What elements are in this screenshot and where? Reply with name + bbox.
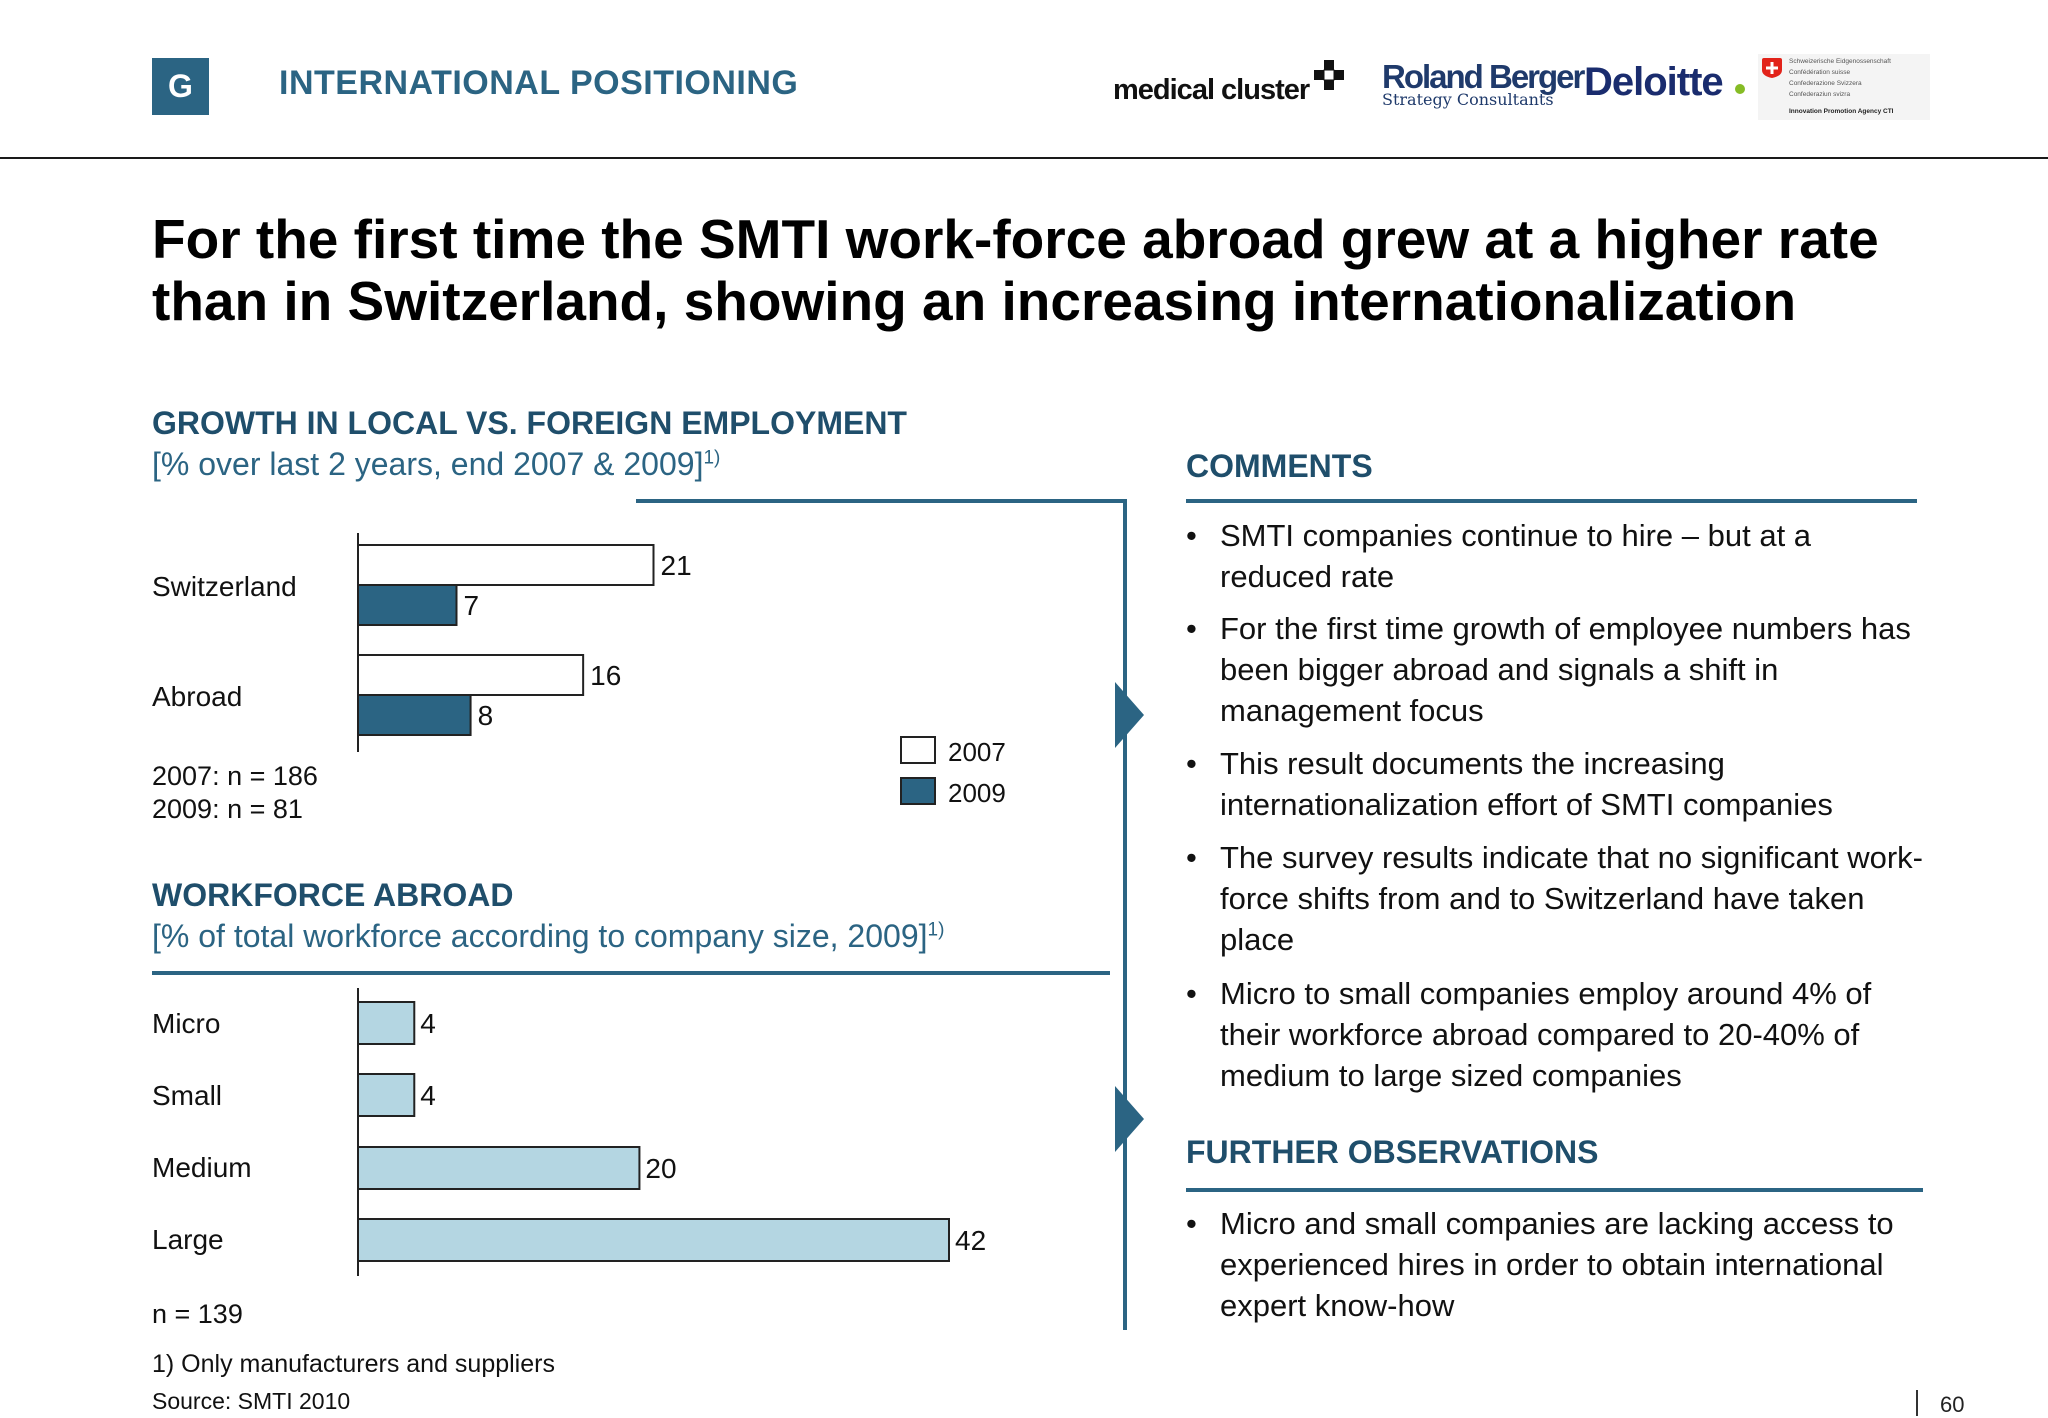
arrow-right-icon: [1115, 1086, 1144, 1152]
legend-swatch-2007: [900, 736, 936, 764]
swiss-cross-icon: [1762, 58, 1782, 78]
further-observations-rule: [1186, 1188, 1923, 1192]
chart1-bar: [357, 694, 472, 736]
chart1-bar: [357, 544, 655, 586]
chart1-data-label: 21: [661, 550, 692, 581]
page-title: For the first time the SMTI work-force a…: [152, 208, 1879, 332]
chart1-data-label: 8: [478, 700, 494, 731]
chart2-subtitle-text: [% of total workforce according to compa…: [152, 918, 928, 954]
chart1-subtitle: [% over last 2 years, end 2007 & 2009]1): [152, 446, 720, 483]
legend-label: 2007: [948, 737, 1006, 767]
comment-bullet: Micro to small companies employ around 4…: [1186, 973, 1926, 1096]
medical-cluster-logo-text: medical cluster: [1113, 74, 1310, 106]
swiss-logo-line: Confederaziun svizra: [1789, 91, 1851, 98]
chart2-category-label: Large: [152, 1224, 224, 1255]
chart1-sample-note: 2009: n = 81: [152, 794, 303, 824]
chart2-bar: [357, 1218, 950, 1262]
comment-bullet: The survey results indicate that no sign…: [1186, 837, 1926, 960]
swiss-logo-line: Schweizerische Eidgenossenschaft: [1789, 58, 1891, 65]
source-note: Source: SMTI 2010: [152, 1388, 351, 1414]
further-observations-heading: FURTHER OBSERVATIONS: [1186, 1134, 1599, 1170]
chart1-category-label: Abroad: [152, 681, 243, 712]
deloitte-dot-icon: [1735, 84, 1745, 94]
section-title: INTERNATIONAL POSITIONING: [279, 64, 799, 102]
chart2-bar: [357, 1073, 416, 1117]
roland-berger-logo: Roland Berger: [1382, 58, 1585, 95]
comment-bullet: SMTI companies continue to hire – but at…: [1186, 515, 1926, 597]
chart2-category-label: Medium: [152, 1152, 252, 1183]
chart2-subtitle: [% of total workforce according to compa…: [152, 918, 944, 955]
comment-bullet: This result documents the increasing int…: [1186, 743, 1926, 825]
comments-rule: [1186, 499, 1917, 503]
deloitte-logo: Deloitte: [1584, 60, 1724, 104]
legend-swatch-2009: [900, 777, 936, 805]
chart2-data-label: 4: [420, 1008, 436, 1039]
chart2-data-label: 20: [645, 1153, 676, 1184]
swiss-logo-cti: Innovation Promotion Agency CTI: [1789, 108, 1894, 115]
chart2-sample-note: n = 139: [152, 1299, 243, 1329]
chart2-data-label: 4: [420, 1080, 436, 1111]
medical-cluster-logo: medical cluster: [1113, 74, 1310, 107]
page-number-divider: [1916, 1390, 1918, 1416]
chart2-heading-rule: [152, 971, 1110, 975]
roland-berger-subtitle: Strategy Consultants: [1382, 90, 1554, 109]
medical-cluster-mark-icon: [1314, 60, 1344, 90]
swiss-confederation-logo: [1758, 54, 1930, 120]
chart1-sample-note: 2007: n = 186: [152, 761, 318, 791]
chart2-data-label: 42: [955, 1225, 986, 1256]
chart2-subtitle-footnote-mark: 1): [927, 919, 945, 941]
chart1-bar: [357, 654, 585, 696]
chart2-category-label: Micro: [152, 1008, 221, 1039]
chart1-bar: [357, 584, 458, 626]
chart1-data-label: 16: [590, 660, 621, 691]
arrow-right-icon: [1115, 682, 1144, 748]
comments-heading: COMMENTS: [1186, 448, 1373, 484]
chart2-category-label: Small: [152, 1080, 223, 1111]
page-number: 60: [1940, 1392, 1965, 1417]
chart2-bar: [357, 1001, 416, 1045]
swiss-logo-line: Confédération suisse: [1789, 69, 1851, 76]
chart1-subtitle-footnote-mark: 1): [703, 447, 721, 469]
footnote: 1) Only manufacturers and suppliers: [152, 1350, 555, 1378]
chart2-bar: [357, 1146, 641, 1190]
section-badge: G: [152, 58, 209, 115]
chart1-data-label: 7: [464, 590, 480, 621]
swiss-logo-line: Confederazione Svizzera: [1789, 80, 1862, 87]
chart1-subtitle-text: [% over last 2 years, end 2007 & 2009]: [152, 446, 704, 482]
legend-label: 2009: [948, 778, 1006, 808]
chart2-title: WORKFORCE ABROAD: [152, 877, 514, 913]
chart1-category-label: Switzerland: [152, 571, 297, 602]
observation-bullet: Micro and small companies are lacking ac…: [1186, 1203, 1926, 1326]
chart1-title: GROWTH IN LOCAL VS. FOREIGN EMPLOYMENT: [152, 405, 907, 441]
comment-bullet: For the first time growth of employee nu…: [1186, 608, 1926, 731]
header-divider: [0, 157, 2048, 159]
